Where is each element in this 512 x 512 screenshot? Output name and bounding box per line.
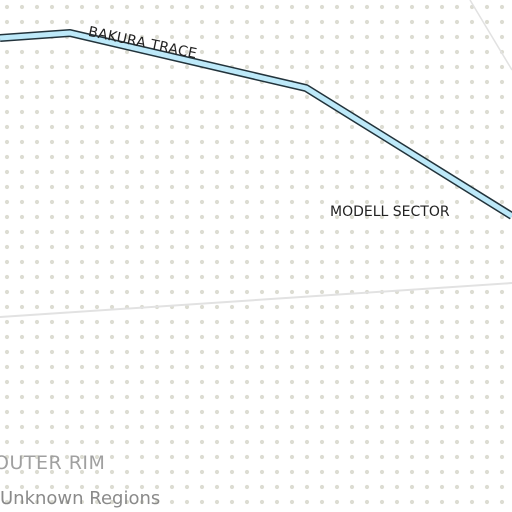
region-label: OUTER RIM (0, 452, 106, 474)
region-border-line-northeast (469, 0, 512, 71)
sector-label: MODELL SECTOR (330, 204, 450, 220)
subregion-label: Unknown Regions (0, 488, 161, 509)
hyperspace-route[interactable] (0, 30, 512, 219)
region-border-line (0, 282, 512, 318)
